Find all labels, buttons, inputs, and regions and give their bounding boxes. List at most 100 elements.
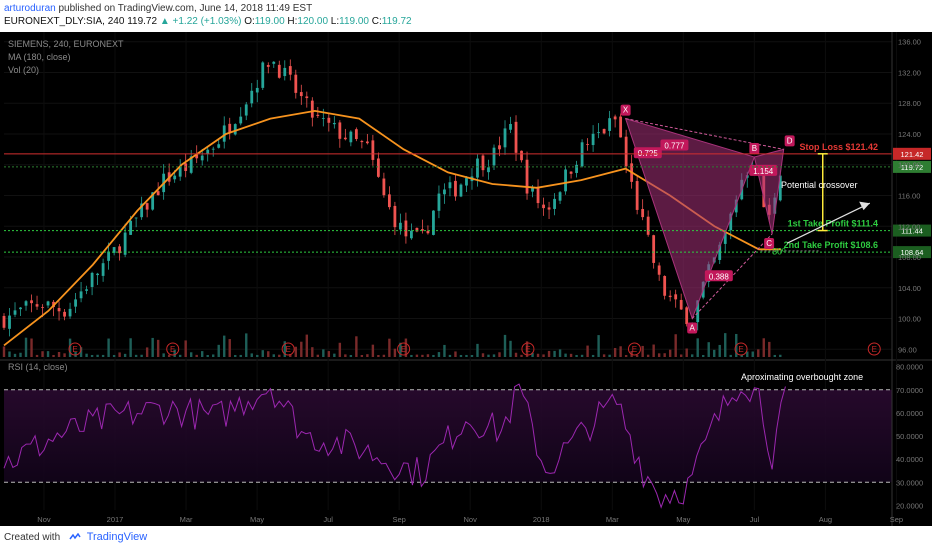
volume-bar bbox=[173, 349, 176, 357]
earnings-marker-icon bbox=[281, 342, 295, 356]
volume-bar bbox=[294, 346, 297, 357]
earnings-marker-icon bbox=[627, 342, 641, 356]
candle-body bbox=[35, 304, 39, 307]
volume-bar bbox=[35, 354, 39, 357]
volume-bar bbox=[443, 344, 446, 357]
candle-body bbox=[107, 251, 111, 261]
volume-bar bbox=[492, 354, 496, 357]
rsi-tick-label: 20.0000 bbox=[896, 501, 923, 510]
volume-bar bbox=[79, 347, 83, 357]
candle-body bbox=[685, 307, 689, 325]
volume-bar bbox=[454, 351, 457, 357]
volume-bar bbox=[123, 353, 127, 357]
candle-body bbox=[206, 149, 210, 154]
pattern-point-label: C bbox=[766, 239, 772, 248]
volume-bar bbox=[85, 353, 88, 357]
candle-body bbox=[415, 227, 419, 232]
open-label: O: bbox=[244, 16, 255, 27]
volume-bar bbox=[189, 352, 193, 357]
volume-bar bbox=[702, 354, 705, 357]
candle-body bbox=[734, 199, 738, 213]
time-tick-label: Mar bbox=[606, 515, 619, 524]
volume-bar bbox=[668, 349, 672, 357]
candle-body bbox=[437, 193, 441, 211]
candle-body bbox=[553, 198, 556, 209]
rsi-line bbox=[3, 383, 786, 509]
pattern-ratio-label: 1.154 bbox=[753, 167, 774, 176]
low-label: L: bbox=[330, 16, 340, 27]
volume-bar bbox=[322, 349, 325, 357]
publish-info: arturoduran published on TradingView.com… bbox=[4, 3, 312, 14]
candle-body bbox=[74, 299, 77, 307]
volume-bar bbox=[311, 347, 314, 357]
volume-bar bbox=[2, 346, 6, 357]
volume-bar bbox=[503, 334, 507, 357]
price-tag bbox=[893, 160, 931, 173]
pattern-point-marker bbox=[687, 322, 698, 334]
candle-body bbox=[305, 96, 309, 99]
volume-bar bbox=[746, 351, 749, 357]
candle-body bbox=[514, 121, 518, 153]
price-tick-label: 112.00 bbox=[898, 222, 920, 231]
volume-bar bbox=[586, 345, 589, 357]
candle-body bbox=[531, 187, 534, 192]
volume-bar bbox=[459, 354, 463, 357]
candle-body bbox=[597, 131, 601, 133]
volume-bar bbox=[300, 341, 303, 357]
candle-body bbox=[443, 189, 446, 195]
volume-bar bbox=[228, 339, 231, 357]
volume-bar bbox=[624, 354, 628, 357]
pattern-ratio-label: 0.777 bbox=[664, 142, 685, 151]
volume-bar bbox=[217, 344, 220, 357]
candle-body bbox=[255, 87, 259, 93]
volume-bar bbox=[24, 337, 28, 357]
volume-bar bbox=[355, 336, 358, 357]
tradingview-brand-link[interactable]: TradingView bbox=[86, 531, 148, 543]
level-label: 1st Take Profit $111.4 bbox=[788, 219, 878, 229]
volume-bar bbox=[773, 354, 776, 357]
candle-body bbox=[195, 154, 199, 159]
rsi-tick-label: 80.0000 bbox=[896, 363, 923, 372]
volume-bar bbox=[184, 340, 187, 357]
candle-body bbox=[151, 192, 155, 210]
price-tick-label: 136.00 bbox=[898, 38, 921, 47]
candle-body bbox=[63, 311, 66, 317]
volume-bar bbox=[344, 354, 347, 357]
candle-body bbox=[244, 104, 248, 116]
candle-body bbox=[426, 230, 430, 234]
candle-body bbox=[250, 90, 254, 104]
author-link[interactable]: arturoduran bbox=[4, 3, 56, 14]
candle-body bbox=[30, 300, 33, 304]
earnings-marker-icon bbox=[521, 342, 535, 356]
candle-body bbox=[118, 246, 122, 254]
volume-bar bbox=[564, 353, 567, 357]
pattern-point-marker bbox=[620, 104, 631, 116]
volume-bar bbox=[591, 354, 595, 357]
volume-bar bbox=[421, 354, 424, 357]
volume-bar bbox=[415, 354, 419, 357]
candle-body bbox=[310, 100, 314, 118]
volume-bar bbox=[569, 353, 573, 357]
time-tick-label: Mar bbox=[180, 515, 193, 524]
candle-body bbox=[498, 145, 501, 150]
volume-bar bbox=[465, 354, 468, 357]
volume-bar bbox=[239, 354, 242, 357]
volume-bar bbox=[724, 333, 727, 357]
time-tick-label: Nov bbox=[37, 515, 51, 524]
candle-body bbox=[575, 164, 578, 173]
candle-body bbox=[41, 307, 44, 308]
candle-body bbox=[360, 141, 364, 143]
candle-body bbox=[299, 92, 303, 97]
candle-body bbox=[652, 235, 656, 263]
chart-area[interactable]: X A B C D 0.777 0.7?5 1.154 0.388 Stop Loss $121… bbox=[0, 32, 932, 526]
volume-bar bbox=[145, 347, 149, 357]
earnings-marker-label: E bbox=[872, 345, 877, 354]
earnings-marker-label: E bbox=[738, 345, 743, 354]
time-tick-label: 2017 bbox=[107, 515, 124, 524]
candle-body bbox=[178, 166, 182, 177]
pattern-ac-line bbox=[691, 233, 773, 319]
volume-bar bbox=[283, 341, 286, 357]
candle-body bbox=[387, 194, 391, 208]
high-value: 120.00 bbox=[297, 16, 329, 27]
